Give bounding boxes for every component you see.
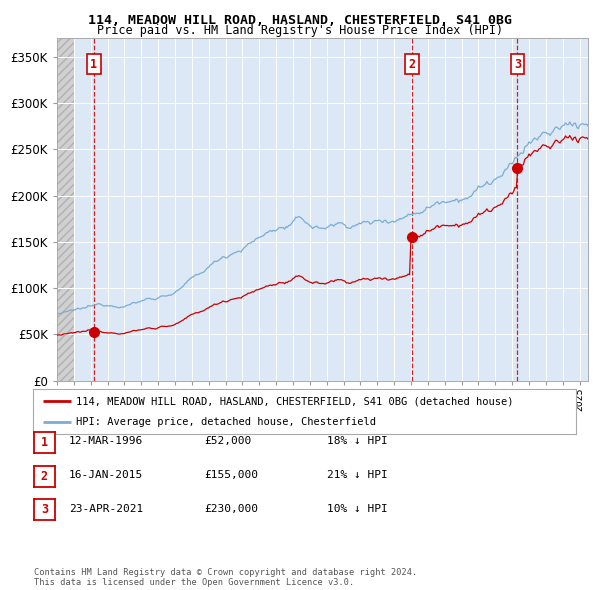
Text: £230,000: £230,000: [204, 504, 258, 513]
Text: 114, MEADOW HILL ROAD, HASLAND, CHESTERFIELD, S41 0BG (detached house): 114, MEADOW HILL ROAD, HASLAND, CHESTERF…: [76, 396, 514, 407]
Text: 12-MAR-1996: 12-MAR-1996: [69, 437, 143, 446]
Text: 114, MEADOW HILL ROAD, HASLAND, CHESTERFIELD, S41 0BG: 114, MEADOW HILL ROAD, HASLAND, CHESTERF…: [88, 14, 512, 27]
Text: 1: 1: [91, 57, 97, 71]
Text: 18% ↓ HPI: 18% ↓ HPI: [327, 437, 388, 446]
Text: 21% ↓ HPI: 21% ↓ HPI: [327, 470, 388, 480]
Text: 2: 2: [41, 470, 48, 483]
Text: 16-JAN-2015: 16-JAN-2015: [69, 470, 143, 480]
Text: £155,000: £155,000: [204, 470, 258, 480]
Text: 23-APR-2021: 23-APR-2021: [69, 504, 143, 513]
Text: Contains HM Land Registry data © Crown copyright and database right 2024.
This d: Contains HM Land Registry data © Crown c…: [34, 568, 418, 587]
Text: 1: 1: [41, 436, 48, 449]
Text: 10% ↓ HPI: 10% ↓ HPI: [327, 504, 388, 513]
Text: 3: 3: [514, 57, 521, 71]
Text: £52,000: £52,000: [204, 437, 251, 446]
Text: 2: 2: [408, 57, 415, 71]
Text: 3: 3: [41, 503, 48, 516]
Text: Price paid vs. HM Land Registry's House Price Index (HPI): Price paid vs. HM Land Registry's House …: [97, 24, 503, 37]
Text: HPI: Average price, detached house, Chesterfield: HPI: Average price, detached house, Ches…: [76, 417, 376, 427]
